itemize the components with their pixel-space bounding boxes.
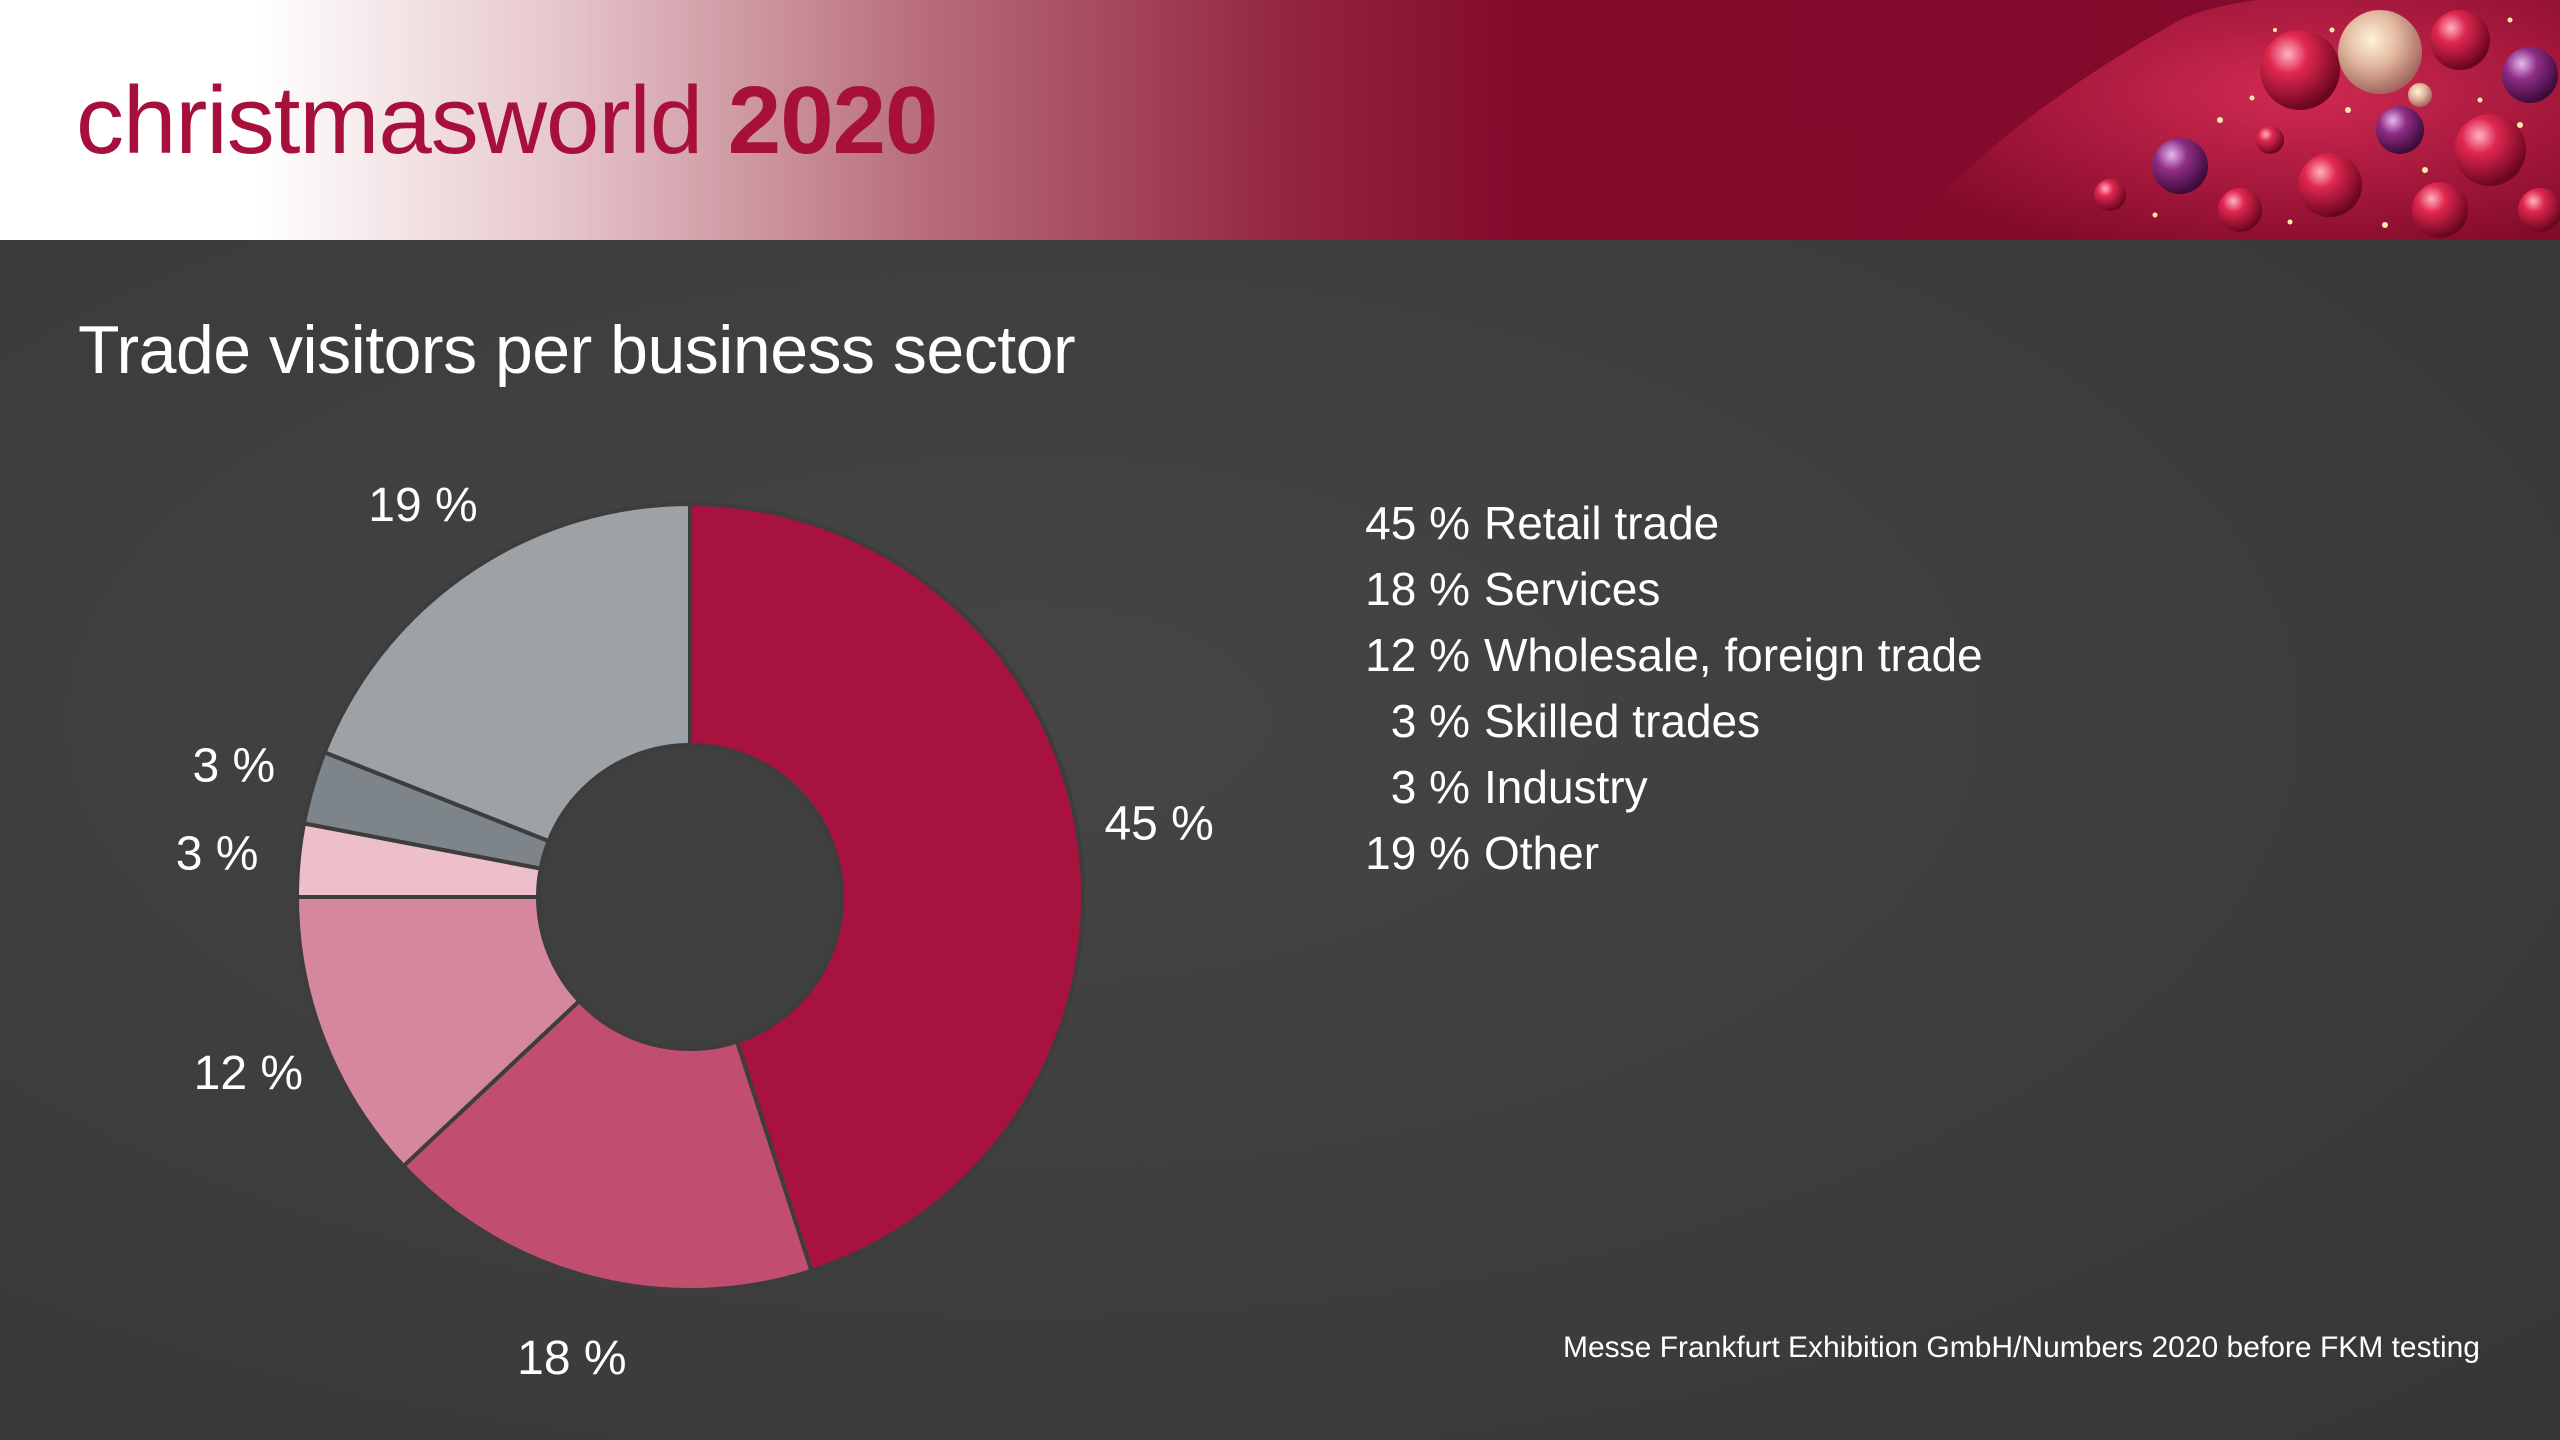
legend-pct: 3 % xyxy=(1390,761,1470,813)
legend-label: Retail trade xyxy=(1484,497,1720,549)
legend-pct: 3 % xyxy=(1390,695,1470,747)
legend-label: Wholesale, foreign trade xyxy=(1484,629,1983,681)
legend-pct: 19 % xyxy=(1365,827,1470,879)
legend-item: 12 % Wholesale, foreign trade xyxy=(1330,622,1983,688)
legend-item: 3 % Industry xyxy=(1330,754,1983,820)
legend-item: 45 % Retail trade xyxy=(1330,490,1983,556)
source-note: Messe Frankfurt Exhibition GmbH/Numbers … xyxy=(1562,1331,2480,1364)
legend-pct: 45 % xyxy=(1365,497,1470,549)
donut-slice-retail-trade xyxy=(688,501,1085,1274)
christmas-ornaments-image xyxy=(1900,0,2560,240)
legend-pct: 12 % xyxy=(1365,629,1470,681)
legend-item: 3 % Skilled trades xyxy=(1330,688,1983,754)
donut-hole xyxy=(536,743,844,1051)
slice-label: 19 % xyxy=(368,479,477,532)
chart-title: Trade visitors per business sector xyxy=(78,312,1076,388)
slice-label: 12 % xyxy=(194,1047,303,1100)
slice-label: 18 % xyxy=(517,1332,626,1385)
legend-pct: 18 % xyxy=(1365,563,1470,615)
brand-year: 2020 xyxy=(727,67,939,174)
slice-label: 3 % xyxy=(176,827,259,880)
slice-label: 3 % xyxy=(193,739,276,792)
legend-label: Other xyxy=(1484,827,1600,879)
legend-item: 19 % Other xyxy=(1330,820,1983,886)
brand-name: christmasworld xyxy=(76,67,703,174)
header-banner: christmasworld 2020 xyxy=(0,0,2560,240)
chart-legend: 45 % Retail trade 18 % Services 12 % Wholes… xyxy=(1330,490,1983,886)
brand-logo: christmasworld 2020 xyxy=(76,62,939,180)
legend-item: 18 % Services xyxy=(1330,556,1983,622)
slice-label: 45 % xyxy=(1104,798,1213,851)
legend-label: Skilled trades xyxy=(1484,695,1761,747)
legend-label: Services xyxy=(1484,563,1661,615)
legend-label: Industry xyxy=(1484,761,1648,813)
